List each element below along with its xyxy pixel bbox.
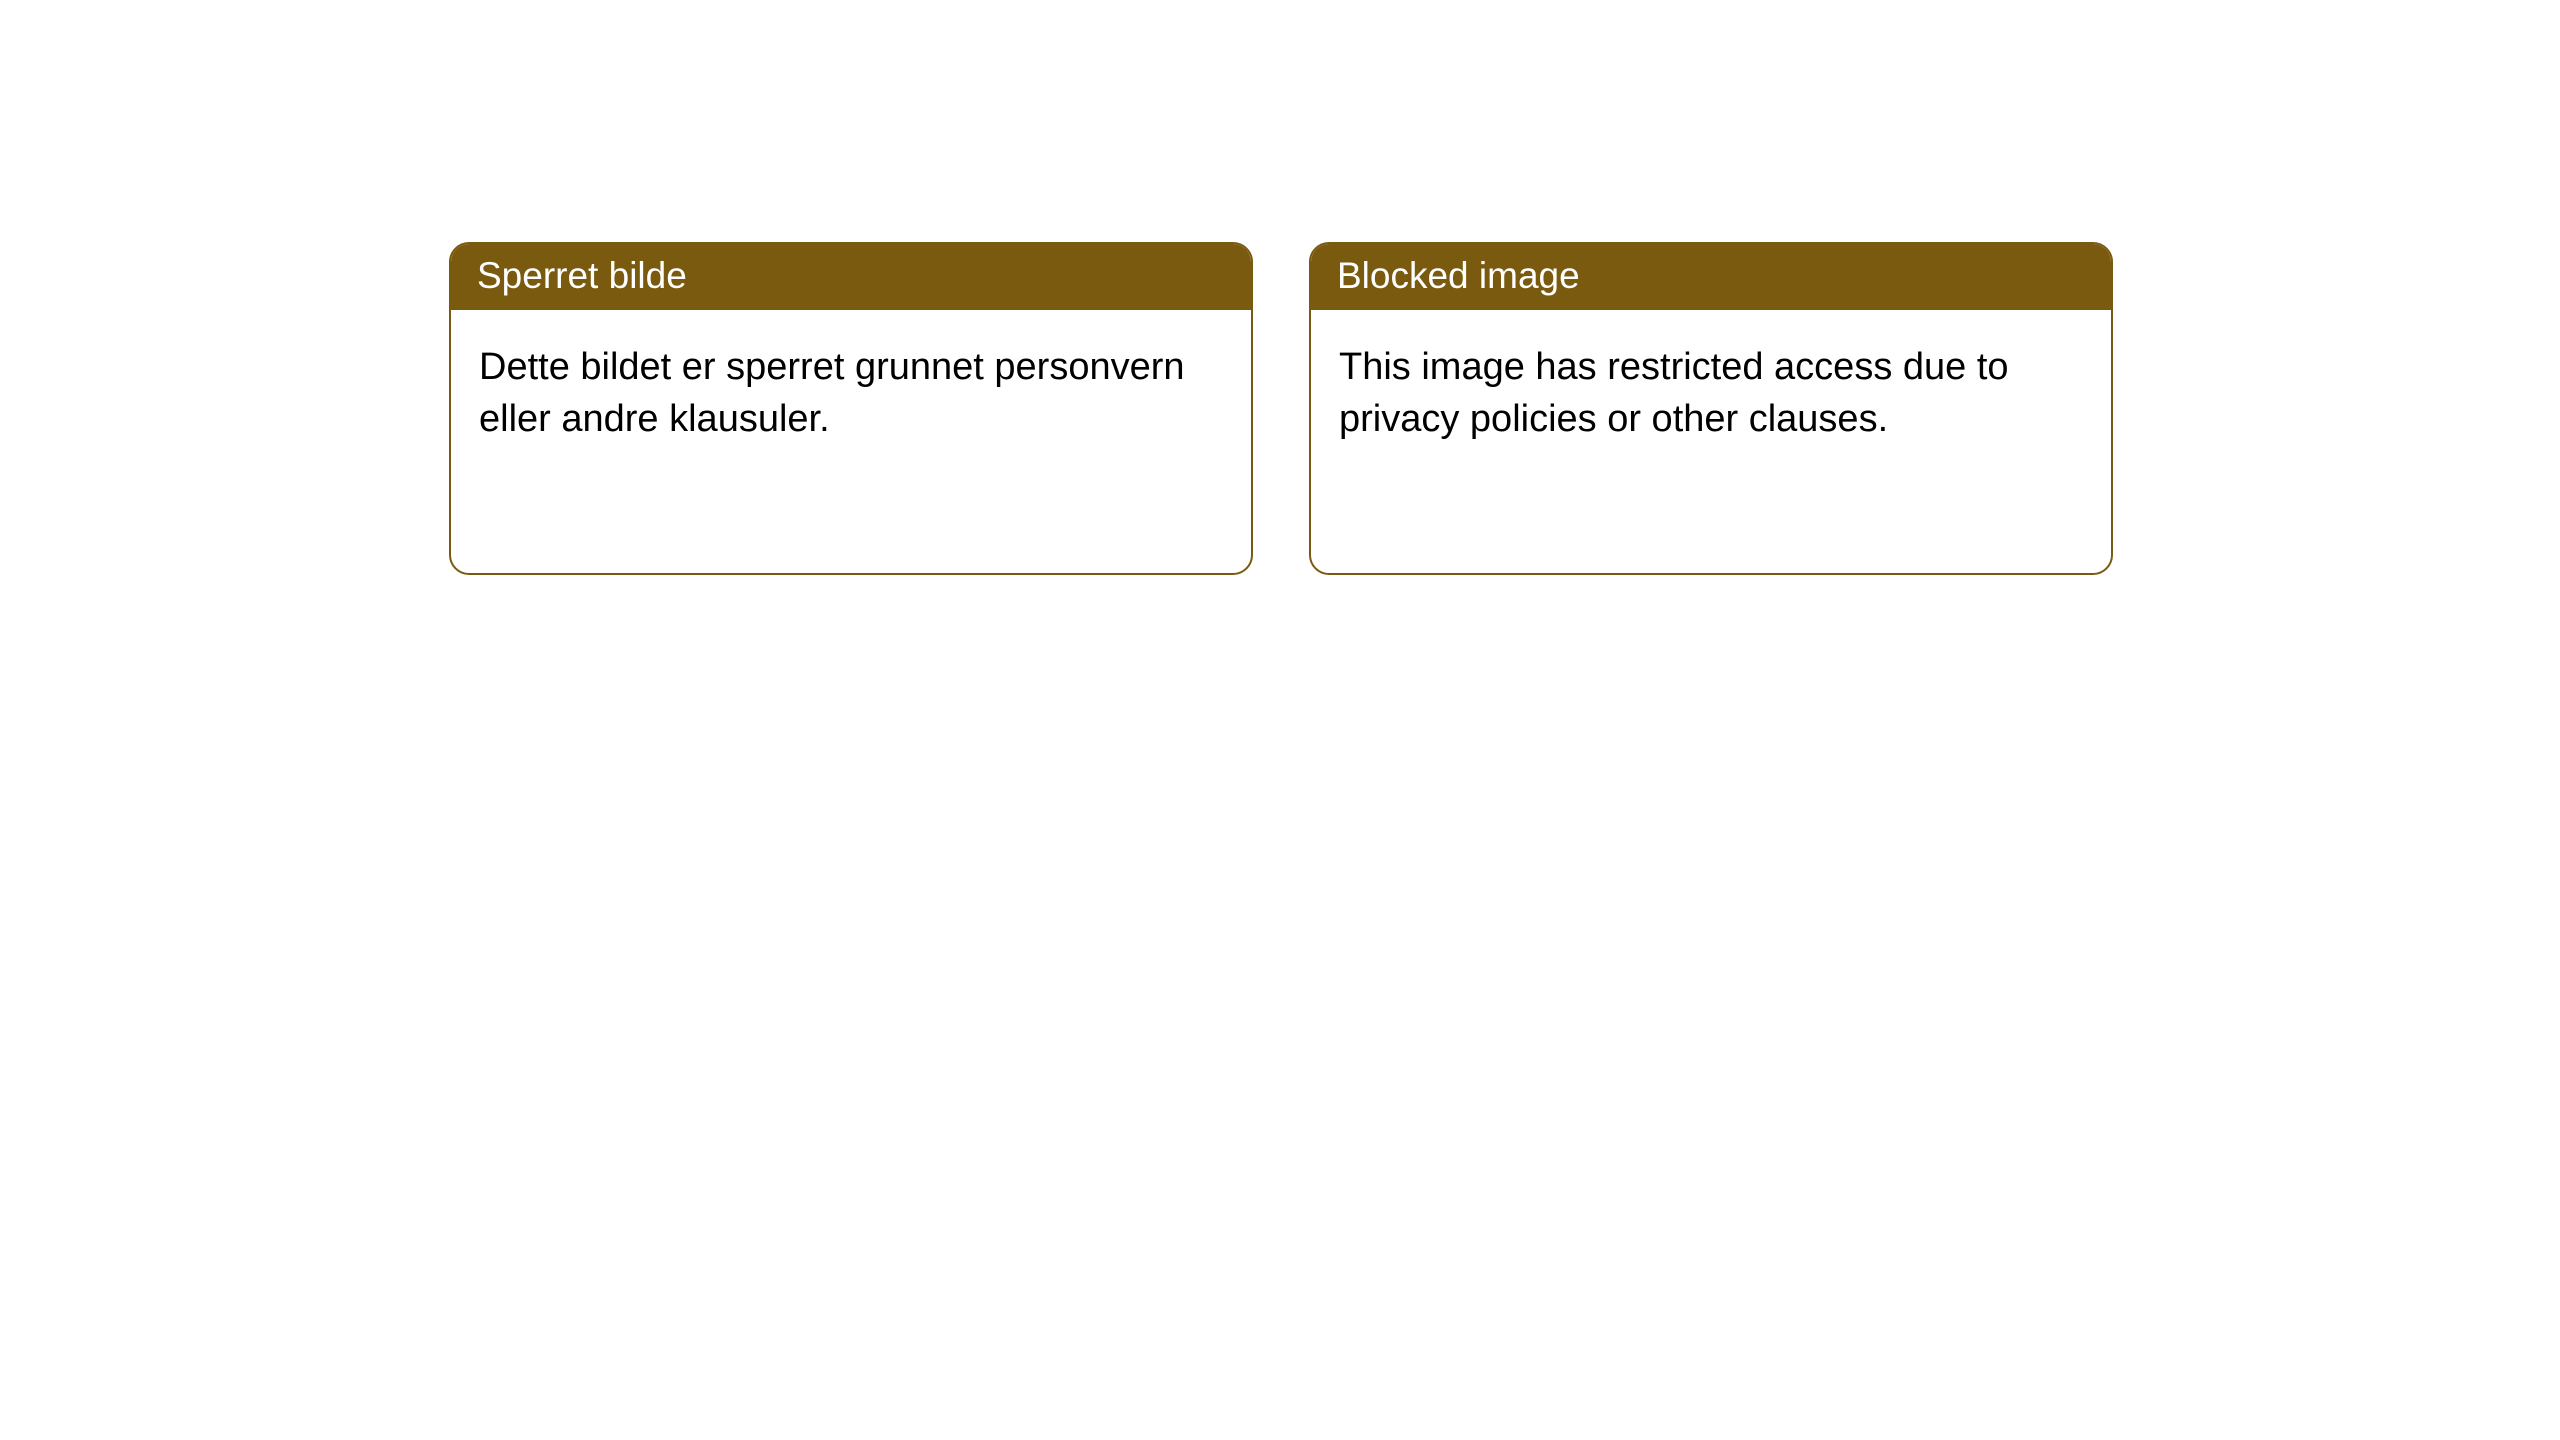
notice-header: Blocked image <box>1311 244 2111 310</box>
notice-container: Sperret bilde Dette bildet er sperret gr… <box>449 242 2113 575</box>
notice-card-norwegian: Sperret bilde Dette bildet er sperret gr… <box>449 242 1253 575</box>
notice-card-english: Blocked image This image has restricted … <box>1309 242 2113 575</box>
notice-body: Dette bildet er sperret grunnet personve… <box>451 310 1251 477</box>
notice-body: This image has restricted access due to … <box>1311 310 2111 477</box>
notice-header: Sperret bilde <box>451 244 1251 310</box>
